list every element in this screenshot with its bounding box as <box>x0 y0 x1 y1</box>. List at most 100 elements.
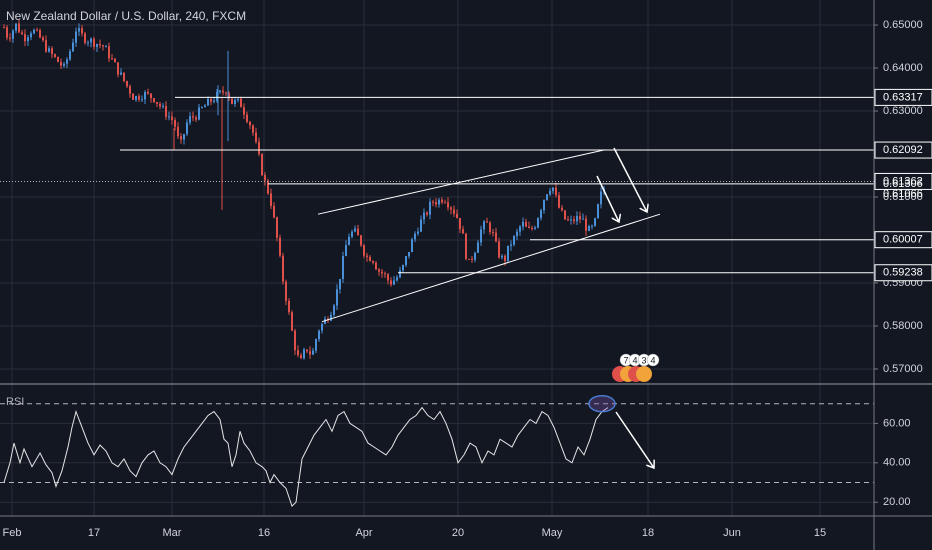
candle-body <box>162 105 164 107</box>
candle-body <box>312 350 314 355</box>
candle-body <box>492 232 494 234</box>
candle-body <box>534 227 536 229</box>
candle-body <box>543 199 545 211</box>
candle-body <box>174 120 176 127</box>
y-tick-label: 0.58000 <box>883 320 923 332</box>
x-tick-label: May <box>542 527 563 539</box>
candle-body <box>480 229 482 243</box>
candle-body <box>378 269 380 272</box>
candle-body <box>93 38 95 47</box>
candle-body <box>423 212 425 220</box>
candle-body <box>372 261 374 263</box>
channel-lower-line <box>321 213 661 323</box>
candle-body <box>375 262 377 270</box>
candle-body <box>147 91 149 94</box>
candle-body <box>129 86 131 94</box>
candle-body <box>444 202 446 204</box>
candle-body <box>132 93 134 100</box>
candle-body <box>171 116 173 121</box>
candle-body <box>201 107 203 109</box>
candle-body <box>600 191 602 205</box>
candle-body <box>213 100 215 102</box>
event-badge-count: 4 <box>650 355 655 365</box>
candle-body <box>300 355 302 359</box>
candle-body <box>261 154 263 176</box>
candle-body <box>177 126 179 137</box>
candle-body <box>441 199 443 203</box>
candle-body <box>459 218 461 230</box>
candle-body <box>222 90 224 93</box>
candle-body <box>225 92 227 94</box>
candle-body <box>411 239 413 253</box>
x-tick-label: Feb <box>3 527 22 539</box>
candle-body <box>99 44 101 46</box>
candle-body <box>246 114 248 122</box>
candle-body <box>588 226 590 231</box>
candle-body <box>453 209 455 214</box>
candle-body <box>465 233 467 259</box>
candle-body <box>219 90 221 93</box>
candle-body <box>438 199 440 205</box>
candle-body <box>357 228 359 236</box>
candle-body <box>24 34 26 42</box>
rsi-layer <box>0 394 874 508</box>
candle-body <box>42 37 44 41</box>
candle-body <box>150 93 152 99</box>
candle-body <box>216 92 218 101</box>
candle-body <box>405 256 407 266</box>
candle-body <box>414 233 416 240</box>
level-label-box <box>874 172 932 190</box>
rsi-tick-label: 40.00 <box>883 457 911 469</box>
candle-body <box>468 258 470 260</box>
candle-body <box>429 201 431 215</box>
candle-body <box>30 33 32 38</box>
candle-body <box>519 226 521 232</box>
x-tick-label: 20 <box>452 527 464 539</box>
candle-body <box>510 244 512 246</box>
level-label-box <box>874 264 932 282</box>
candle-body <box>570 219 572 221</box>
candle-body <box>27 37 29 42</box>
candle-body <box>117 62 119 75</box>
candle-body <box>36 29 38 31</box>
candle-body <box>105 46 107 48</box>
candle-body <box>120 72 122 75</box>
candle-body <box>159 103 161 107</box>
level-label: 0.61306 <box>883 178 923 190</box>
level-label-box <box>874 141 932 159</box>
rsi-line <box>3 406 609 508</box>
candle-body <box>591 225 593 227</box>
candle-body <box>489 222 491 233</box>
candle-body <box>597 204 599 219</box>
candle-body <box>303 349 305 359</box>
candle-body <box>66 59 68 64</box>
candle-body <box>237 98 239 101</box>
candle-body <box>267 180 269 194</box>
candle-body <box>33 29 35 34</box>
candle-body <box>90 38 92 43</box>
candle-body <box>426 212 428 215</box>
candle-body <box>477 242 479 253</box>
chart-title: New Zealand Dollar / U.S. Dollar, 240, F… <box>6 9 247 23</box>
candle-body <box>315 339 317 351</box>
candle-body <box>516 231 518 237</box>
level-label: 0.61362 <box>883 175 923 187</box>
candle-body <box>330 314 332 321</box>
candle-body <box>15 23 17 31</box>
candle-body <box>369 256 371 262</box>
level-label: 0.59238 <box>883 267 923 279</box>
candle-body <box>582 218 584 220</box>
candle-body <box>78 28 80 32</box>
level-label: 0.61066 <box>883 188 923 200</box>
x-tick-label: 18 <box>642 527 654 539</box>
candle-body <box>486 221 488 223</box>
candle-body <box>576 216 578 222</box>
candle-body <box>351 231 353 237</box>
rsi-tick-label: 60.00 <box>883 417 911 429</box>
candle-body <box>537 218 539 228</box>
candle-body <box>393 280 395 285</box>
candle-body <box>507 245 509 261</box>
candle-body <box>114 58 116 63</box>
candle-body <box>540 210 542 219</box>
